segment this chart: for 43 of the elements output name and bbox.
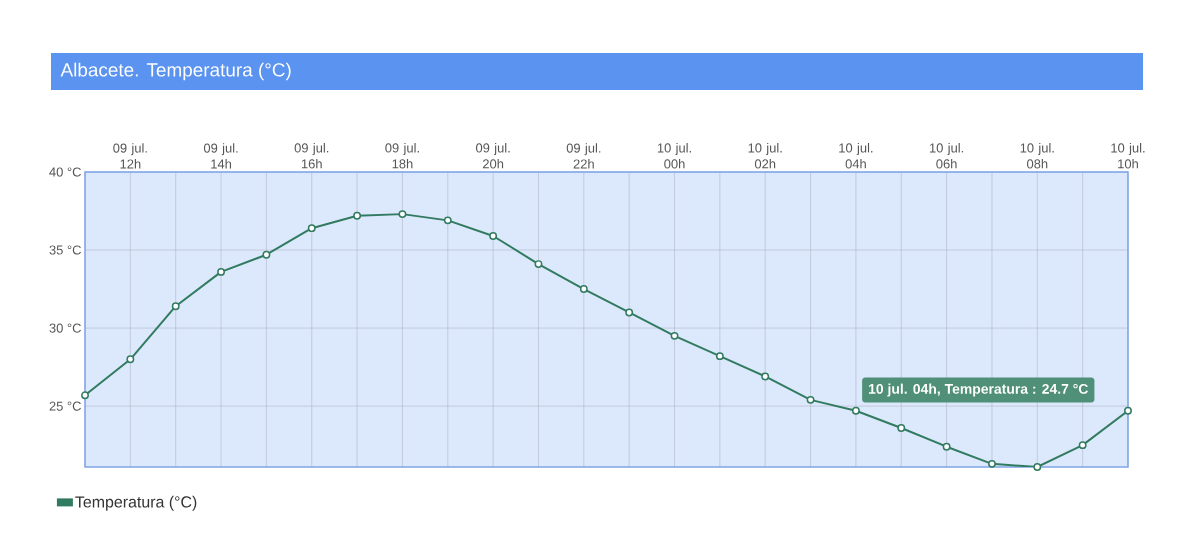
x-tick-label: 10 jul. 06h xyxy=(929,143,964,169)
point xyxy=(579,285,588,293)
point xyxy=(806,395,815,404)
x-tick-label: 09 jul. 20h xyxy=(476,143,510,169)
point xyxy=(398,210,407,219)
point xyxy=(171,302,180,311)
x-tick-label: 10 jul. 04h xyxy=(839,143,873,169)
point xyxy=(625,308,634,317)
x-tick-label: 09 jul. 12h xyxy=(113,143,147,169)
point xyxy=(988,459,996,468)
point xyxy=(307,224,316,233)
point xyxy=(942,442,951,451)
point xyxy=(1078,441,1087,450)
point xyxy=(443,216,452,225)
y-tick-label: 25 °C xyxy=(49,401,81,411)
point xyxy=(670,331,679,340)
y-tick-label: 35 °C xyxy=(49,245,81,255)
chart-title: Albacete. Temperatura (°C) xyxy=(60,62,291,81)
point xyxy=(126,355,135,364)
point xyxy=(262,250,271,259)
point xyxy=(81,391,89,400)
x-tick-label: 10 jul. 00h xyxy=(657,143,691,169)
point xyxy=(1124,406,1132,415)
point xyxy=(761,372,770,381)
x-tick-label: 09 jul. 16h xyxy=(294,143,329,169)
point xyxy=(217,267,225,276)
x-tick-label: 10 jul. 08h xyxy=(1020,143,1054,169)
x-tick-label: 10 jul. 10h xyxy=(1111,143,1145,169)
point xyxy=(715,352,724,361)
y-tick-label: 30 °C xyxy=(49,323,81,333)
legend-label: Temperatura (°C) xyxy=(75,495,197,511)
point xyxy=(897,424,906,432)
point xyxy=(851,406,860,415)
x-tick-label: 09 jul. 18h xyxy=(385,143,419,169)
x-tick-label: 09 jul. 14h xyxy=(203,143,238,169)
x-tick-label: 09 jul. 22h xyxy=(566,143,601,169)
annotation: 10 jul. 04h, Temperatura : 24.7 °C xyxy=(868,383,1088,397)
point xyxy=(489,232,498,240)
point xyxy=(353,211,362,220)
x-tick-label: 10 jul. 02h xyxy=(748,143,782,169)
point xyxy=(534,260,543,269)
point xyxy=(1033,463,1042,471)
y-tick-label: 40 °C xyxy=(49,167,81,177)
